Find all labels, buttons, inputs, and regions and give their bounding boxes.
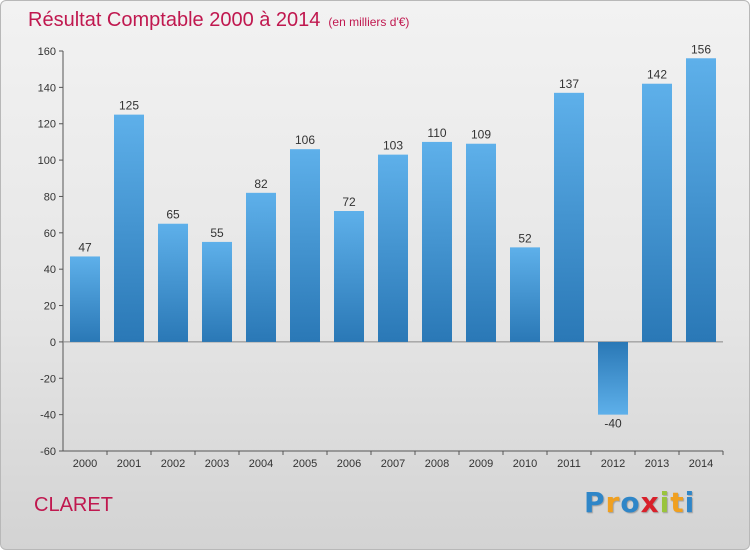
y-tick-label: 0: [50, 337, 56, 349]
bar: [642, 83, 672, 342]
y-tick-label: 140: [38, 82, 56, 94]
bar: [202, 241, 232, 342]
chart-title-text: Résultat Comptable 2000 à 2014: [28, 9, 321, 31]
data-label: 109: [471, 128, 491, 142]
x-tick-label: 2001: [117, 458, 141, 470]
y-tick-label: -60: [40, 446, 56, 458]
bar: [114, 114, 144, 342]
data-label: 82: [254, 177, 268, 191]
data-label: 55: [210, 226, 224, 240]
bar: [686, 58, 716, 342]
chart-subtitle: (en milliers d'€): [328, 15, 410, 29]
bar: [158, 223, 188, 342]
chart-title: Résultat Comptable 2000 à 2014 (en millie…: [28, 9, 409, 32]
x-tick-label: 2010: [513, 458, 537, 470]
x-tick-label: 2012: [601, 458, 625, 470]
x-tick-label: 2000: [73, 458, 97, 470]
data-label: 110: [427, 126, 446, 140]
data-label: 72: [342, 195, 356, 209]
bar: [554, 92, 584, 342]
data-label: 47: [78, 240, 92, 254]
y-tick-label: 120: [38, 119, 56, 131]
bar: [422, 141, 452, 342]
x-tick-label: 2009: [469, 458, 493, 470]
x-tick-label: 2011: [557, 458, 581, 470]
bar: [378, 154, 408, 342]
bar: [466, 143, 496, 342]
x-tick-label: 2006: [337, 458, 361, 470]
data-label: 65: [166, 208, 180, 222]
y-tick-label: 100: [38, 155, 56, 167]
data-label: 137: [559, 77, 579, 91]
x-tick-label: 2002: [161, 458, 185, 470]
logo-letter: x: [640, 486, 660, 519]
x-tick-label: 2004: [249, 458, 273, 470]
logo-letter: t: [670, 486, 685, 519]
data-label: -40: [604, 417, 622, 431]
data-label: 125: [119, 99, 139, 113]
x-tick-label: 2003: [205, 458, 229, 470]
x-tick-label: 2014: [689, 458, 713, 470]
logo-letter: i: [684, 486, 696, 519]
commune-name: CLARET: [34, 494, 113, 516]
bar: [290, 149, 320, 342]
x-tick-label: 2013: [645, 458, 669, 470]
bar: [510, 247, 540, 342]
x-tick-label: 2008: [425, 458, 449, 470]
bar: [334, 211, 364, 342]
y-tick-label: 80: [44, 191, 56, 203]
y-tick-label: 160: [38, 46, 56, 58]
logo-letter: i: [659, 486, 671, 519]
logo-letter: r: [605, 486, 621, 519]
y-tick-label: 40: [44, 264, 56, 276]
data-label: 106: [295, 133, 315, 147]
bar: [70, 256, 100, 342]
y-tick-label: 20: [44, 301, 56, 313]
x-tick-label: 2005: [293, 458, 317, 470]
data-label: 156: [691, 42, 711, 56]
data-label: 103: [383, 139, 403, 153]
proxiti-logo: Proxiti: [584, 486, 695, 519]
y-tick-label: -40: [40, 410, 56, 422]
data-label: 142: [647, 68, 667, 82]
y-tick-label: 60: [44, 228, 56, 240]
data-label: 52: [518, 231, 532, 245]
bar: [246, 192, 276, 342]
x-tick-label: 2007: [381, 458, 405, 470]
bar: [598, 341, 628, 415]
logo-letter: P: [584, 486, 606, 519]
logo-letter: o: [620, 486, 641, 519]
y-tick-label: -20: [40, 373, 56, 385]
